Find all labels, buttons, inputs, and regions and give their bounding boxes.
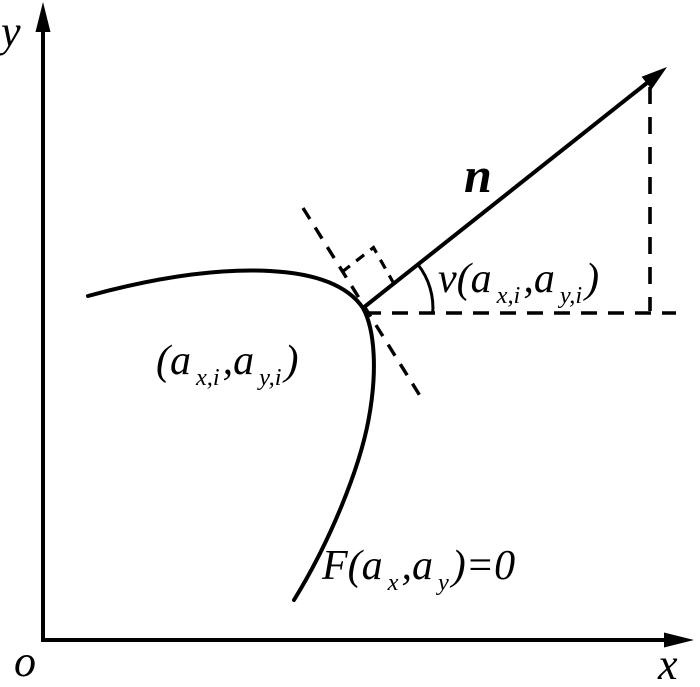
tangent-dashed-line [301, 207, 424, 400]
x-axis-label: x [658, 640, 678, 687]
point-label: (a x,i,a y,i) [156, 338, 299, 392]
y-axis-arrowhead-icon [35, 2, 51, 32]
y-axis-label: y [1, 7, 21, 56]
x-axis-arrowhead-icon [664, 632, 694, 648]
normal-vector-arrowhead-icon [641, 67, 667, 90]
angle-arc [416, 263, 435, 315]
normal-vector-line [361, 78, 652, 310]
origin-label: o [14, 637, 36, 686]
curve-equation-label: F(a x,a y)=0 [322, 543, 516, 597]
angle-label: v(a x,i,a y,i) [438, 256, 600, 310]
normal-vector-label: n [464, 147, 492, 203]
boundary-curve [86, 268, 376, 602]
right-angle-marker [341, 245, 395, 284]
